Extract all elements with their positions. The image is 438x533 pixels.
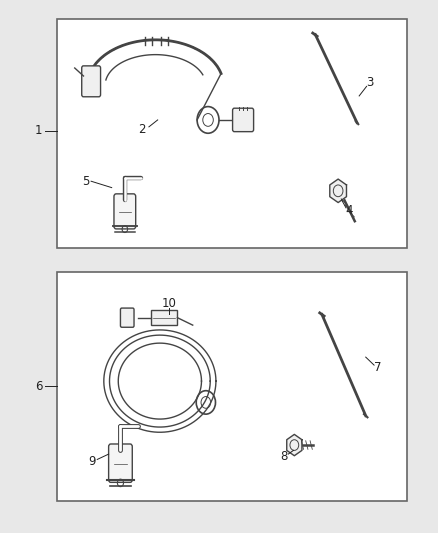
Bar xyxy=(57,272,407,501)
Text: 8: 8 xyxy=(280,450,287,463)
Text: 6: 6 xyxy=(35,380,42,393)
Text: 4: 4 xyxy=(346,204,353,217)
Bar xyxy=(151,310,177,325)
Text: 7: 7 xyxy=(374,361,381,374)
FancyBboxPatch shape xyxy=(233,108,254,132)
Polygon shape xyxy=(287,434,302,456)
Text: 2: 2 xyxy=(138,123,146,136)
Bar xyxy=(57,19,407,248)
FancyBboxPatch shape xyxy=(114,194,136,229)
FancyBboxPatch shape xyxy=(109,444,132,482)
Text: 3: 3 xyxy=(367,76,374,89)
Text: 9: 9 xyxy=(88,455,96,467)
FancyBboxPatch shape xyxy=(120,308,134,327)
Text: 10: 10 xyxy=(161,297,176,310)
FancyBboxPatch shape xyxy=(82,66,101,97)
Text: 1: 1 xyxy=(35,124,42,137)
Text: 5: 5 xyxy=(82,175,89,188)
Polygon shape xyxy=(330,179,346,203)
